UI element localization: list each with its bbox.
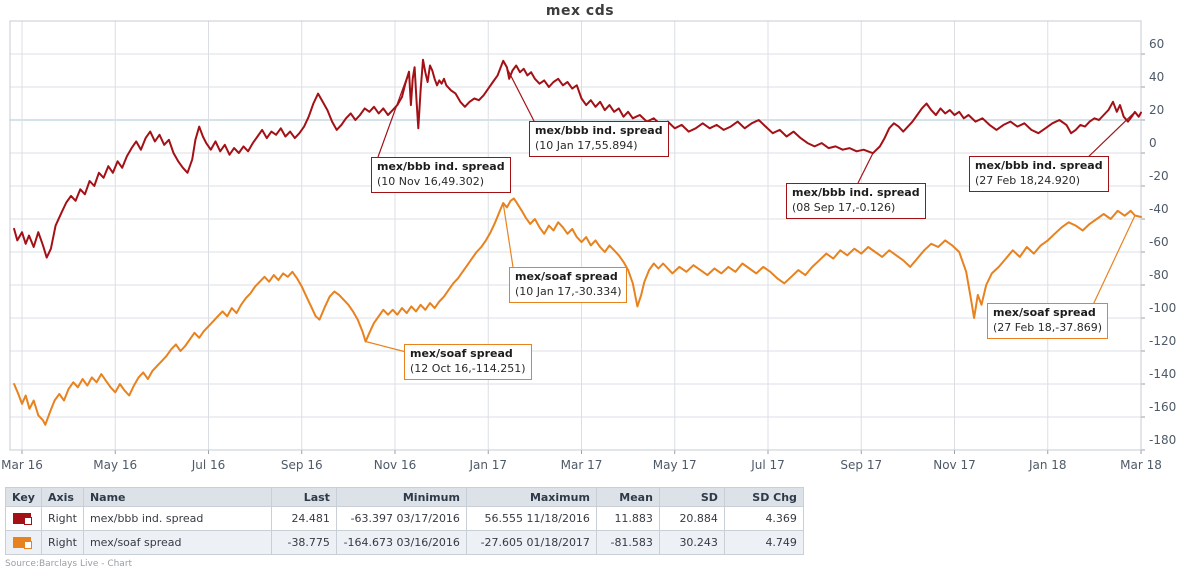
annotation-value: (10 Jan 17,-30.334) xyxy=(515,285,622,299)
maximum-cell: 56.555 11/18/2016 xyxy=(465,506,597,531)
series-line-soaf[interactable] xyxy=(13,197,1142,426)
mean-cell: -81.583 xyxy=(595,530,660,555)
annotation-value: (10 Jan 17,55.894) xyxy=(535,139,638,153)
annotation-series-name: mex/bbb ind. spread xyxy=(975,159,1103,172)
axis-cell: Right xyxy=(40,530,84,555)
y-axis-tick-label: -100 xyxy=(1149,301,1177,315)
y-axis-tick-label: 60 xyxy=(1149,37,1165,51)
x-axis-tick-label: May 16 xyxy=(93,458,138,472)
y-axis-tick-label: 0 xyxy=(1149,136,1157,150)
col-header-maximum[interactable]: Maximum xyxy=(465,487,597,507)
source-note: Source:Barclays Live - Chart xyxy=(5,559,133,569)
table-row[interactable]: Right mex/soaf spread -38.775 -164.673 03/1… xyxy=(5,530,804,555)
chart-area[interactable]: 60 40 20 0 -20 -40 -60 -80 -100 -120 -140 -160 -180 … xyxy=(0,0,1200,480)
x-axis-tick-label: Nov 16 xyxy=(373,458,417,472)
annotation-value: (27 Feb 18,24.920) xyxy=(975,174,1081,188)
last-cell: 24.481 xyxy=(270,506,337,531)
x-axis-tick-label: Sep 16 xyxy=(280,458,323,472)
annotation-series-name: mex/bbb ind. spread xyxy=(377,160,505,173)
annotation-value: (08 Sep 17,-0.126) xyxy=(792,201,896,215)
col-header-axis[interactable]: Axis xyxy=(40,487,84,507)
stats-table: Key Axis Name Last Minimum Maximum Mean SD SD Ch… xyxy=(5,487,804,555)
y-axis-tick-label: -40 xyxy=(1149,202,1169,216)
y-axis-tick-label: -180 xyxy=(1149,433,1177,447)
chart-title: mex cds xyxy=(545,3,615,19)
key-cell[interactable] xyxy=(5,530,42,555)
sd-cell: 30.243 xyxy=(658,530,725,555)
axis-cell: Right xyxy=(40,506,84,531)
swatch-notch xyxy=(24,541,32,549)
annotation-callout[interactable]: mex/soaf spread (10 Jan 17,-30.334) xyxy=(509,267,628,303)
annotation-value: (12 Oct 16,-114.251) xyxy=(410,362,526,376)
sd-cell: 20.884 xyxy=(658,506,725,531)
x-axis-tick-label: Jul 17 xyxy=(751,458,785,472)
annotation-leader-line xyxy=(502,202,514,268)
x-axis-tick-label: May 17 xyxy=(652,458,697,472)
mean-cell: 11.883 xyxy=(595,506,660,531)
annotation-leader-line xyxy=(857,152,874,184)
col-header-name[interactable]: Name xyxy=(82,487,272,507)
col-header-sd-chg[interactable]: SD Chg xyxy=(723,487,804,507)
annotation-series-name: mex/soaf spread xyxy=(410,347,513,360)
annotation-series-name: mex/soaf spread xyxy=(515,270,618,283)
plot-border xyxy=(9,20,1142,451)
x-axis-tick-label: Mar 16 xyxy=(1,458,43,472)
annotation-callout[interactable]: mex/bbb ind. spread (10 Jan 17,55.894) xyxy=(529,121,669,157)
annotation-callout[interactable]: mex/bbb ind. spread (08 Sep 17,-0.126) xyxy=(786,183,926,219)
annotation-leader-line xyxy=(1082,111,1136,163)
annotation-callout[interactable]: mex/soaf spread (12 Oct 16,-114.251) xyxy=(404,344,532,380)
y-axis-tick-label: 40 xyxy=(1149,70,1165,84)
minimum-cell: -63.397 03/17/2016 xyxy=(335,506,467,531)
annotation-value: (10 Nov 16,49.302) xyxy=(377,175,485,189)
key-cell[interactable] xyxy=(5,506,42,531)
col-header-key[interactable]: Key xyxy=(5,487,42,507)
sd-chg-cell: 4.749 xyxy=(723,530,804,555)
annotation-leader-line xyxy=(1091,215,1136,308)
col-header-last[interactable]: Last xyxy=(270,487,337,507)
x-axis-tick-label: Mar 17 xyxy=(560,458,603,472)
stats-table-header-row: Key Axis Name Last Minimum Maximum Mean SD SD Ch… xyxy=(5,487,804,507)
annotation-leader-line xyxy=(365,340,407,353)
last-cell: -38.775 xyxy=(270,530,337,555)
x-axis-tick-label: Jan 17 xyxy=(469,458,508,472)
y-axis-tick-label: 20 xyxy=(1149,103,1165,117)
x-axis-tick-label: Jan 18 xyxy=(1028,458,1067,472)
annotation-callout[interactable]: mex/soaf spread (27 Feb 18,-37.869) xyxy=(987,303,1109,339)
name-cell: mex/bbb ind. spread xyxy=(82,506,272,531)
annotation-leader-line xyxy=(502,60,535,122)
x-axis-tick-label: Sep 17 xyxy=(840,458,883,472)
annotation-value: (27 Feb 18,-37.869) xyxy=(993,321,1103,335)
y-axis-tick-label: -20 xyxy=(1149,169,1169,183)
x-axis-tick-label: Mar 18 xyxy=(1120,458,1162,472)
name-cell: mex/soaf spread xyxy=(82,530,272,555)
series-key-swatch[interactable] xyxy=(13,513,32,525)
col-header-minimum[interactable]: Minimum xyxy=(335,487,467,507)
x-axis-tick-label: Nov 17 xyxy=(933,458,976,472)
annotation-leader-line xyxy=(377,71,410,158)
col-header-mean[interactable]: Mean xyxy=(595,487,660,507)
col-header-sd[interactable]: SD xyxy=(658,487,725,507)
y-axis-tick-label: -140 xyxy=(1149,367,1177,381)
y-axis-tick-label: -80 xyxy=(1149,268,1169,282)
y-axis-tick-label: -160 xyxy=(1149,400,1177,414)
annotation-series-name: mex/bbb ind. spread xyxy=(792,186,920,199)
maximum-cell: -27.605 01/18/2017 xyxy=(465,530,597,555)
swatch-notch xyxy=(24,517,32,525)
series-key-swatch[interactable] xyxy=(13,537,32,549)
annotation-callout[interactable]: mex/bbb ind. spread (10 Nov 16,49.302) xyxy=(371,157,511,193)
annotation-series-name: mex/soaf spread xyxy=(993,306,1096,319)
minimum-cell: -164.673 03/16/2016 xyxy=(335,530,467,555)
sd-chg-cell: 4.369 xyxy=(723,506,804,531)
y-axis-tick-label: -120 xyxy=(1149,334,1177,348)
annotation-callout[interactable]: mex/bbb ind. spread (27 Feb 18,24.920) xyxy=(969,156,1109,192)
chart-svg xyxy=(9,20,1145,454)
x-axis-tick-label: Jul 16 xyxy=(191,458,226,472)
y-axis-tick-label: -60 xyxy=(1149,235,1169,249)
table-row[interactable]: Right mex/bbb ind. spread 24.481 -63.397 03… xyxy=(5,506,804,531)
annotation-series-name: mex/bbb ind. spread xyxy=(535,124,663,137)
